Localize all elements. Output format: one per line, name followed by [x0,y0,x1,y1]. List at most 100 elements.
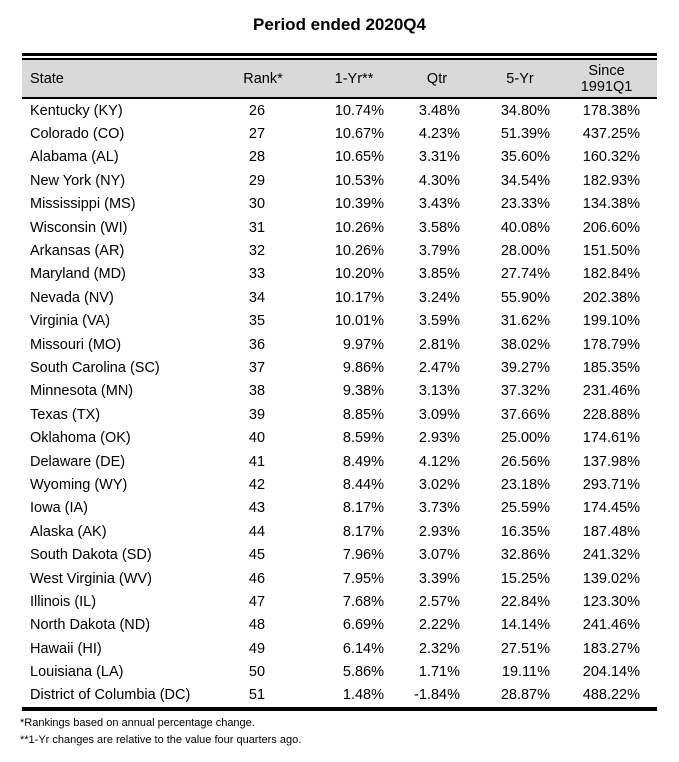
1yr-cell: 1.48% [342,687,384,704]
qtr-cell: 2.47% [418,359,460,376]
table-row: Alaska (AK) 44 8.17% 2.93% 16.35% 187.48% [22,520,657,543]
state-rankings-table: State Rank* 1-Yr** Qtr 5-Yr Since 1991Q1… [22,60,657,712]
state-cell: District of Columbia (DC) [30,687,191,704]
5yr-cell: 28.00% [500,243,550,260]
since-1991q1-cell: 488.22% [582,687,640,704]
5yr-cell: 22.84% [500,593,550,610]
qtr-cell: 3.73% [418,500,460,517]
qtr-cell: 3.59% [418,313,460,330]
qtr-cell: 3.02% [418,476,460,493]
rank-cell: 26 [248,102,266,119]
header-row: State Rank* 1-Yr** Qtr 5-Yr Since 1991Q1 [22,60,657,99]
since-1991q1-cell: 178.79% [582,336,640,353]
1yr-cell: 6.69% [342,617,384,634]
since-1991q1-cell: 137.98% [582,453,640,470]
since-1991q1-cell: 187.48% [582,523,640,540]
rank-cell: 50 [248,664,266,681]
5yr-cell: 15.25% [500,570,550,587]
1yr-cell: 8.44% [342,476,384,493]
5yr-cell: 40.08% [500,219,550,236]
table-row: Delaware (DE) 41 8.49% 4.12% 26.56% 137.98% [22,450,657,473]
5yr-cell: 39.27% [500,359,550,376]
rank-cell: 27 [248,126,266,143]
state-cell: Hawaii (HI) [30,640,102,657]
table-row: Colorado (CO) 27 10.67% 4.23% 51.39% 437.25% [22,122,657,145]
5yr-cell: 19.11% [501,664,550,681]
5yr-cell: 34.80% [500,102,550,119]
5yr-cell: 23.18% [500,476,550,493]
table-row: District of Columbia (DC) 51 1.48% -1.84% 28… [22,684,657,709]
1yr-cell: 10.53% [334,172,384,189]
1yr-cell: 8.17% [342,500,384,517]
state-cell: Delaware (DE) [30,453,126,470]
column-header-since-line1: Since [588,62,625,79]
state-cell: Maryland (MD) [30,266,126,283]
1yr-cell: 7.68% [342,593,384,610]
rank-cell: 47 [248,593,266,610]
1yr-cell: 8.17% [342,523,384,540]
rank-cell: 51 [248,687,266,704]
table-row: Oklahoma (OK) 40 8.59% 2.93% 25.00% 174.61% [22,426,657,449]
rank-cell: 29 [248,172,266,189]
rank-cell: 31 [248,219,266,236]
table-row: Maryland (MD) 33 10.20% 3.85% 27.74% 182.84% [22,263,657,286]
rank-cell: 41 [248,453,266,470]
rank-cell: 30 [248,196,266,213]
table-row: West Virginia (WV) 46 7.95% 3.39% 15.25% 139.… [22,567,657,590]
since-1991q1-cell: 174.45% [582,500,640,517]
state-cell: Nevada (NV) [30,289,114,306]
state-cell: Minnesota (MN) [30,383,134,400]
since-1991q1-cell: 123.30% [582,593,640,610]
5yr-cell: 34.54% [500,172,550,189]
since-1991q1-cell: 437.25% [582,126,640,143]
table-row: Louisiana (LA) 50 5.86% 1.71% 19.11% 204.14% [22,660,657,683]
state-cell: Iowa (IA) [30,500,89,517]
rank-cell: 32 [248,243,266,260]
state-cell: New York (NY) [30,172,126,189]
qtr-cell: 4.30% [418,172,460,189]
rank-cell: 37 [248,359,266,376]
column-header-since-line2: 1991Q1 [580,78,633,95]
rank-cell: 42 [248,476,266,493]
state-cell: Alaska (AK) [30,523,107,540]
rank-cell: 46 [248,570,266,587]
table-row: South Dakota (SD) 45 7.96% 3.07% 32.86% 241.3… [22,543,657,566]
table-row: Hawaii (HI) 49 6.14% 2.32% 27.51% 183.27% [22,637,657,660]
1yr-cell: 10.74% [334,102,384,119]
state-cell: Kentucky (KY) [30,102,123,119]
since-1991q1-cell: 199.10% [582,313,640,330]
5yr-cell: 27.51% [500,640,550,657]
since-1991q1-cell: 228.88% [582,406,640,423]
qtr-cell: 3.85% [418,266,460,283]
rank-cell: 40 [248,430,266,447]
qtr-cell: -1.84% [414,687,460,704]
5yr-cell: 38.02% [500,336,550,353]
qtr-cell: 3.13% [418,383,460,400]
since-1991q1-cell: 151.50% [582,243,640,260]
qtr-cell: 2.32% [418,640,460,657]
column-header-since-1991q1: Since 1991Q1 [556,60,657,99]
table-row: North Dakota (ND) 48 6.69% 2.22% 14.14% 241.4… [22,614,657,637]
table-row: Wyoming (WY) 42 8.44% 3.02% 23.18% 293.71% [22,473,657,496]
rank-cell: 35 [248,313,266,330]
qtr-cell: 2.93% [418,430,460,447]
5yr-cell: 37.66% [500,406,550,423]
qtr-cell: 3.39% [418,570,460,587]
state-cell: South Carolina (SC) [30,359,160,376]
rank-cell: 44 [248,523,266,540]
table-row: Nevada (NV) 34 10.17% 3.24% 55.90% 202.38% [22,286,657,309]
since-1991q1-cell: 206.60% [582,219,640,236]
state-cell: Arkansas (AR) [30,243,125,260]
1yr-cell: 10.26% [334,243,384,260]
state-cell: Wyoming (WY) [30,476,128,493]
5yr-cell: 35.60% [500,149,550,166]
5yr-cell: 37.32% [500,383,550,400]
table-row: Virginia (VA) 35 10.01% 3.59% 31.62% 199.10% [22,310,657,333]
state-cell: Alabama (AL) [30,149,119,166]
since-1991q1-cell: 241.46% [582,617,640,634]
since-1991q1-cell: 202.38% [582,289,640,306]
state-cell: Louisiana (LA) [30,664,124,681]
qtr-cell: 3.31% [418,149,460,166]
table-row: Wisconsin (WI) 31 10.26% 3.58% 40.08% 206.60% [22,216,657,239]
5yr-cell: 23.33% [500,196,550,213]
